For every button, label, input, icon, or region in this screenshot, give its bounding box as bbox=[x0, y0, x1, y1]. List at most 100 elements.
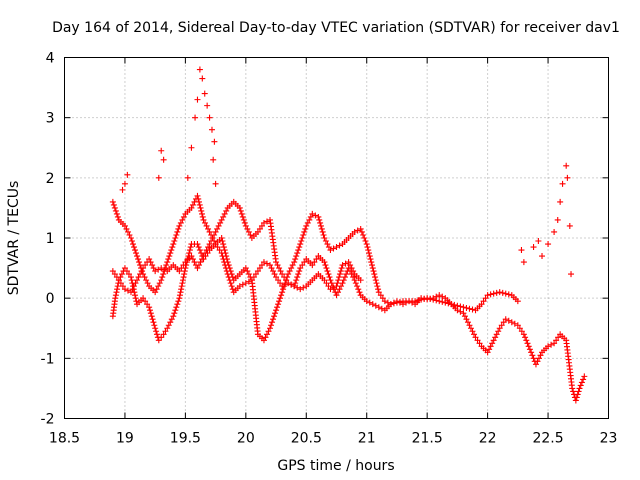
data-point bbox=[539, 253, 546, 260]
data-point bbox=[164, 259, 171, 266]
data-point bbox=[245, 271, 252, 278]
data-point bbox=[518, 247, 525, 254]
data-point bbox=[132, 295, 139, 302]
data-point bbox=[324, 268, 331, 275]
y-tick-label: -2 bbox=[41, 412, 55, 428]
data-point bbox=[160, 156, 167, 163]
data-point bbox=[490, 290, 497, 297]
data-point bbox=[365, 250, 372, 257]
data-point bbox=[288, 281, 295, 288]
data-point bbox=[369, 301, 376, 308]
x-tick-label: 20 bbox=[237, 431, 255, 447]
data-point bbox=[545, 241, 552, 248]
x-tick-label: 19 bbox=[116, 431, 134, 447]
data-point bbox=[133, 298, 140, 305]
data-point bbox=[511, 320, 518, 327]
data-point bbox=[215, 222, 222, 229]
data-point bbox=[293, 253, 300, 260]
data-point bbox=[178, 286, 185, 293]
data-point bbox=[436, 298, 443, 305]
data-point bbox=[133, 250, 140, 257]
data-point bbox=[172, 235, 179, 241]
data-point bbox=[143, 277, 150, 284]
data-point bbox=[343, 271, 350, 278]
data-point bbox=[551, 340, 558, 347]
data-point bbox=[260, 259, 267, 266]
data-point bbox=[327, 286, 334, 293]
data-point bbox=[121, 222, 128, 229]
data-point bbox=[173, 231, 180, 238]
data-point bbox=[578, 379, 585, 386]
data-point bbox=[304, 219, 311, 226]
data-point bbox=[334, 280, 341, 287]
data-point bbox=[179, 277, 186, 284]
data-point bbox=[557, 198, 564, 205]
data-point bbox=[256, 265, 263, 272]
data-point bbox=[433, 297, 440, 304]
data-point bbox=[322, 262, 329, 269]
data-point bbox=[202, 253, 209, 260]
data-point bbox=[418, 296, 425, 303]
data-point bbox=[277, 295, 284, 302]
y-axis-label: SDTVAR / TECUs bbox=[6, 181, 22, 296]
data-point bbox=[179, 280, 186, 287]
data-point bbox=[195, 244, 202, 251]
data-point bbox=[321, 277, 328, 284]
data-point bbox=[124, 228, 131, 235]
data-point bbox=[194, 96, 201, 103]
data-point bbox=[239, 281, 246, 288]
data-point bbox=[197, 204, 204, 211]
data-point bbox=[537, 352, 544, 359]
data-point bbox=[454, 302, 461, 309]
data-point bbox=[336, 274, 343, 281]
data-point bbox=[559, 180, 566, 187]
data-point bbox=[564, 174, 571, 181]
data-point bbox=[493, 331, 500, 338]
data-point bbox=[124, 287, 131, 294]
data-point bbox=[333, 244, 340, 251]
data-point bbox=[276, 265, 283, 272]
data-point bbox=[371, 271, 378, 278]
data-point bbox=[467, 325, 474, 332]
data-point bbox=[159, 274, 166, 281]
data-point bbox=[283, 277, 290, 284]
data-point bbox=[357, 225, 364, 232]
data-point bbox=[336, 271, 343, 278]
data-point bbox=[369, 265, 376, 272]
data-point bbox=[372, 302, 379, 309]
data-point bbox=[463, 304, 470, 311]
data-point bbox=[171, 238, 178, 245]
data-point bbox=[183, 262, 190, 269]
data-point bbox=[153, 286, 160, 293]
data-point bbox=[162, 328, 169, 335]
data-point bbox=[136, 259, 143, 266]
data-point bbox=[363, 298, 370, 305]
data-point bbox=[267, 262, 274, 269]
data-point bbox=[300, 284, 307, 291]
data-point bbox=[492, 334, 499, 341]
data-point bbox=[303, 222, 310, 229]
data-point bbox=[327, 247, 334, 254]
data-point bbox=[285, 271, 292, 278]
data-point bbox=[301, 228, 308, 235]
data-point bbox=[250, 274, 257, 281]
data-point bbox=[185, 253, 192, 260]
data-point bbox=[530, 244, 537, 251]
data-point bbox=[155, 283, 162, 290]
data-point bbox=[146, 256, 153, 263]
data-point bbox=[220, 241, 227, 248]
data-point bbox=[219, 238, 226, 245]
data-point bbox=[369, 262, 376, 269]
data-point bbox=[508, 319, 515, 326]
data-point bbox=[339, 262, 346, 269]
data-point bbox=[276, 298, 283, 305]
data-point bbox=[352, 280, 359, 287]
data-point bbox=[271, 313, 278, 320]
data-point bbox=[179, 216, 186, 223]
data-point bbox=[175, 298, 182, 305]
data-point bbox=[134, 253, 141, 260]
data-point bbox=[202, 219, 209, 226]
data-point bbox=[387, 301, 394, 308]
data-point bbox=[366, 253, 373, 260]
